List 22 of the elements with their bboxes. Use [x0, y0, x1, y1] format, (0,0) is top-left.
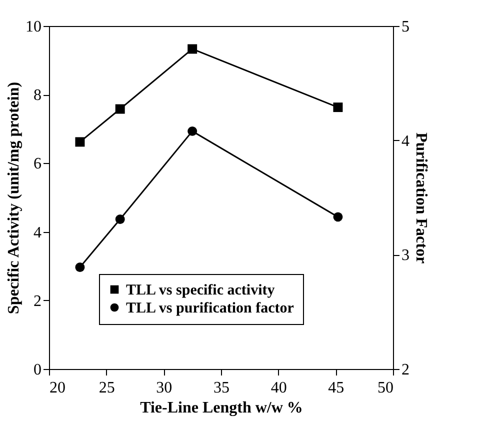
y-tick-label: 6 — [34, 156, 42, 173]
x-tick-label: 40 — [270, 380, 287, 396]
x-tick-label: 45 — [328, 380, 344, 396]
y-tick-label: 4 — [34, 224, 42, 242]
legend-label: TLL vs purification factor — [126, 300, 294, 316]
x-tick-label: 30 — [156, 380, 172, 396]
y-axis-title: Specific Activity (unit/mg protein) — [6, 82, 22, 314]
x-axis-title: Tie-Line Length w/w % — [140, 400, 303, 416]
y-tick-label: 0 — [34, 362, 42, 378]
x-tick-label: 50 — [378, 380, 394, 396]
legend-label: TLL vs specific activity — [126, 282, 276, 298]
y2-tick-label: 3 — [402, 247, 410, 264]
y2-axis-title: Purification Factor — [412, 132, 430, 264]
x-tick-label: 25 — [98, 380, 115, 396]
y2-tick-label: 4 — [402, 132, 410, 150]
y2-tick-label: 2 — [402, 362, 410, 378]
x-tick-label: 20 — [50, 380, 66, 396]
y-tick-label: 8 — [34, 87, 42, 104]
x-tick-label: 35 — [214, 380, 230, 396]
y-tick-label: 2 — [34, 292, 42, 310]
y2-tick-label: 5 — [402, 18, 410, 36]
y-tick-label: 10 — [26, 18, 42, 36]
